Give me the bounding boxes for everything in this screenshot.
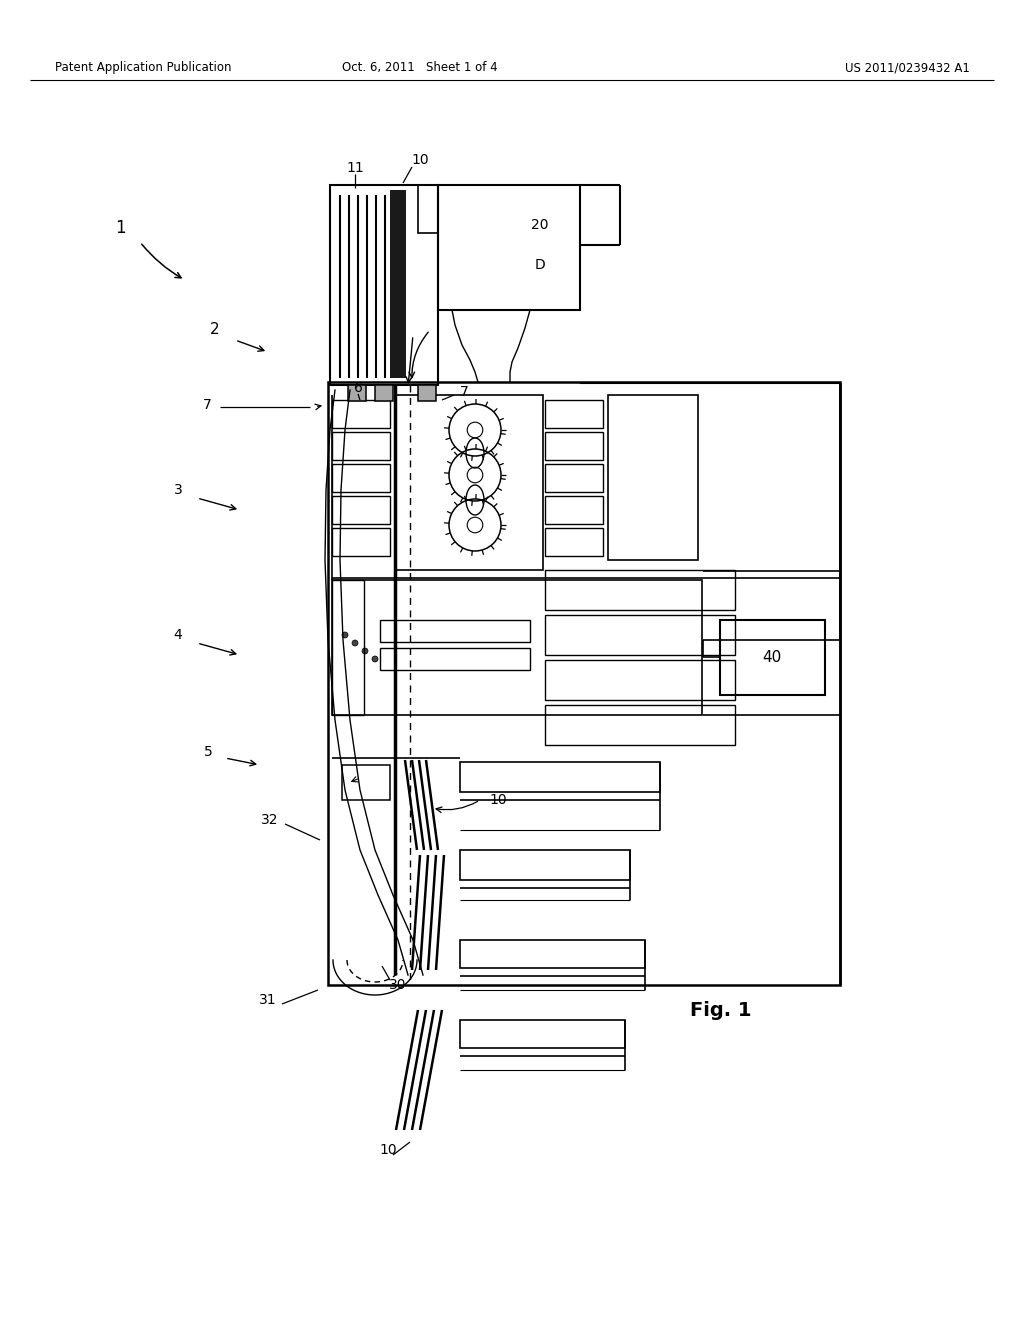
Bar <box>460 1020 625 1048</box>
Bar <box>460 850 630 880</box>
Text: 2: 2 <box>210 322 220 338</box>
Bar <box>438 185 580 310</box>
Text: 31: 31 <box>259 993 276 1007</box>
Bar <box>720 620 825 696</box>
Text: 5: 5 <box>204 744 212 759</box>
Text: 6: 6 <box>353 381 362 395</box>
Bar <box>545 615 735 655</box>
Bar <box>332 400 390 428</box>
Text: 10: 10 <box>379 1143 397 1158</box>
Bar <box>545 496 603 524</box>
Circle shape <box>352 640 358 645</box>
Bar <box>375 385 393 401</box>
Bar <box>380 648 530 671</box>
Bar <box>332 528 390 556</box>
Text: 7: 7 <box>203 399 211 412</box>
Bar <box>330 185 438 385</box>
Circle shape <box>342 632 348 638</box>
Bar <box>395 395 543 570</box>
Bar <box>545 705 735 744</box>
Text: D: D <box>535 257 546 272</box>
Text: 20: 20 <box>531 218 549 232</box>
Text: 10: 10 <box>412 153 429 168</box>
Bar <box>545 400 603 428</box>
Text: Oct. 6, 2011   Sheet 1 of 4: Oct. 6, 2011 Sheet 1 of 4 <box>342 62 498 74</box>
Bar <box>332 579 364 715</box>
Text: 7: 7 <box>460 385 468 399</box>
Text: 10: 10 <box>489 793 507 807</box>
Bar <box>460 762 660 792</box>
Text: Patent Application Publication: Patent Application Publication <box>55 62 231 74</box>
Text: 1: 1 <box>115 219 125 238</box>
Circle shape <box>362 648 368 653</box>
Bar <box>545 465 603 492</box>
Text: 4: 4 <box>174 628 182 642</box>
Bar <box>418 185 438 234</box>
Text: 30: 30 <box>389 978 407 993</box>
Text: 11: 11 <box>346 161 364 176</box>
Bar <box>390 190 406 378</box>
Bar <box>348 385 366 401</box>
Bar <box>332 579 702 715</box>
Bar <box>342 766 390 800</box>
Bar <box>545 432 603 459</box>
Bar <box>328 381 840 985</box>
Bar <box>545 528 603 556</box>
Bar <box>380 620 530 642</box>
Bar <box>418 385 436 401</box>
Text: 3: 3 <box>174 483 182 498</box>
Bar <box>460 940 645 968</box>
Bar <box>332 496 390 524</box>
Text: US 2011/0239432 A1: US 2011/0239432 A1 <box>845 62 970 74</box>
Bar <box>545 570 735 610</box>
Bar <box>545 660 735 700</box>
Text: 32: 32 <box>261 813 279 828</box>
Bar <box>332 465 390 492</box>
Circle shape <box>372 656 378 663</box>
Text: Fig. 1: Fig. 1 <box>690 1001 752 1019</box>
Bar <box>332 432 390 459</box>
Bar <box>608 395 698 560</box>
Text: 40: 40 <box>763 649 781 664</box>
